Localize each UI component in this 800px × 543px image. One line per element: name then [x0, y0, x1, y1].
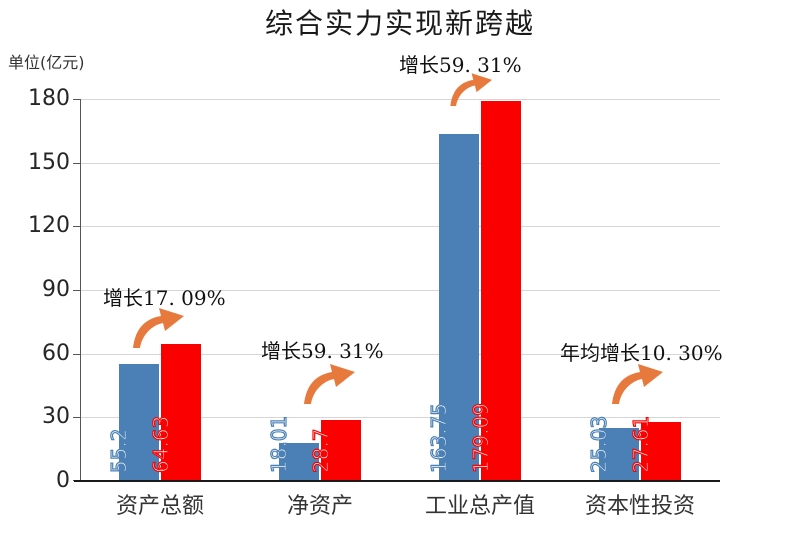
ytick-150: 150	[28, 150, 70, 175]
bar-red-industrial-output[interactable]: 179.09	[468, 100, 521, 481]
bar-value-label: 55.2	[106, 428, 131, 474]
gridline	[80, 163, 720, 164]
tick-mark	[73, 290, 80, 291]
bar-value-label: 163.75	[426, 402, 451, 473]
bar-group-assets: 55.2 64.63	[80, 343, 240, 481]
tick-mark	[73, 163, 80, 164]
gridline	[80, 290, 720, 291]
bar-value-label: 25.03	[586, 415, 611, 473]
bar-red-capital-investment[interactable]: 27.61	[628, 415, 681, 481]
bar-value-label: 28.7	[308, 428, 333, 474]
bar-red-assets[interactable]: 64.63	[148, 343, 201, 481]
annotation-growth-industrial-output: 增长59. 31%	[399, 53, 522, 77]
gridline	[80, 417, 720, 418]
gridline	[80, 226, 720, 227]
category-label-industrial-output: 工业总产值	[424, 494, 535, 519]
y-axis-line	[80, 99, 81, 481]
tick-mark	[73, 417, 80, 418]
growth-arrow-icon	[133, 308, 184, 348]
bar-value-label: 179.09	[468, 402, 493, 473]
bar-value-label: 64.63	[148, 415, 173, 473]
x-axis-line	[74, 480, 720, 482]
category-label-net-assets: 净资产	[286, 494, 353, 519]
annotation-growth-net-assets: 增长59. 31%	[261, 339, 384, 363]
y-axis-unit-label: 单位(亿元)	[8, 53, 85, 72]
tick-mark	[73, 99, 80, 100]
plot-area: 55.2 64.63 18.01 28.7 163.75 179.09 25	[80, 99, 720, 481]
gridline	[80, 354, 720, 355]
ytick-120: 120	[28, 213, 70, 238]
bar-blue-industrial-output[interactable]: 163.75	[426, 133, 479, 481]
annotation-growth-assets: 增长17. 09%	[103, 286, 226, 310]
annotation-growth-capital-investment: 年均增长10. 30%	[560, 341, 723, 365]
bar-value-label: 27.61	[628, 415, 653, 473]
bar-value-label: 18.01	[266, 415, 291, 473]
ytick-60: 60	[42, 341, 70, 366]
gridline	[80, 99, 720, 100]
bar-blue-assets[interactable]: 55.2	[106, 363, 159, 481]
ytick-0: 0	[56, 468, 70, 493]
ytick-90: 90	[42, 277, 70, 302]
bar-group-industrial-output: 163.75 179.09	[400, 100, 560, 481]
tick-mark	[73, 226, 80, 227]
ytick-30: 30	[42, 404, 70, 429]
bar-red-net-assets[interactable]: 28.7	[308, 420, 361, 481]
growth-arrow-icon	[612, 364, 663, 404]
category-label-capital-investment: 资本性投资	[584, 494, 695, 519]
ytick-180: 180	[28, 86, 70, 111]
bar-group-capital-investment: 25.03 27.61	[560, 415, 720, 481]
bar-group-net-assets: 18.01 28.7	[240, 415, 400, 481]
bar-blue-capital-investment[interactable]: 25.03	[586, 415, 639, 481]
growth-arrow-icon	[450, 73, 493, 106]
bar-blue-net-assets[interactable]: 18.01	[266, 415, 319, 481]
chart-title: 综合实力实现新跨越	[264, 7, 535, 40]
growth-arrow-icon	[304, 364, 355, 404]
category-label-assets: 资产总额	[115, 494, 204, 519]
tick-mark	[73, 354, 80, 355]
